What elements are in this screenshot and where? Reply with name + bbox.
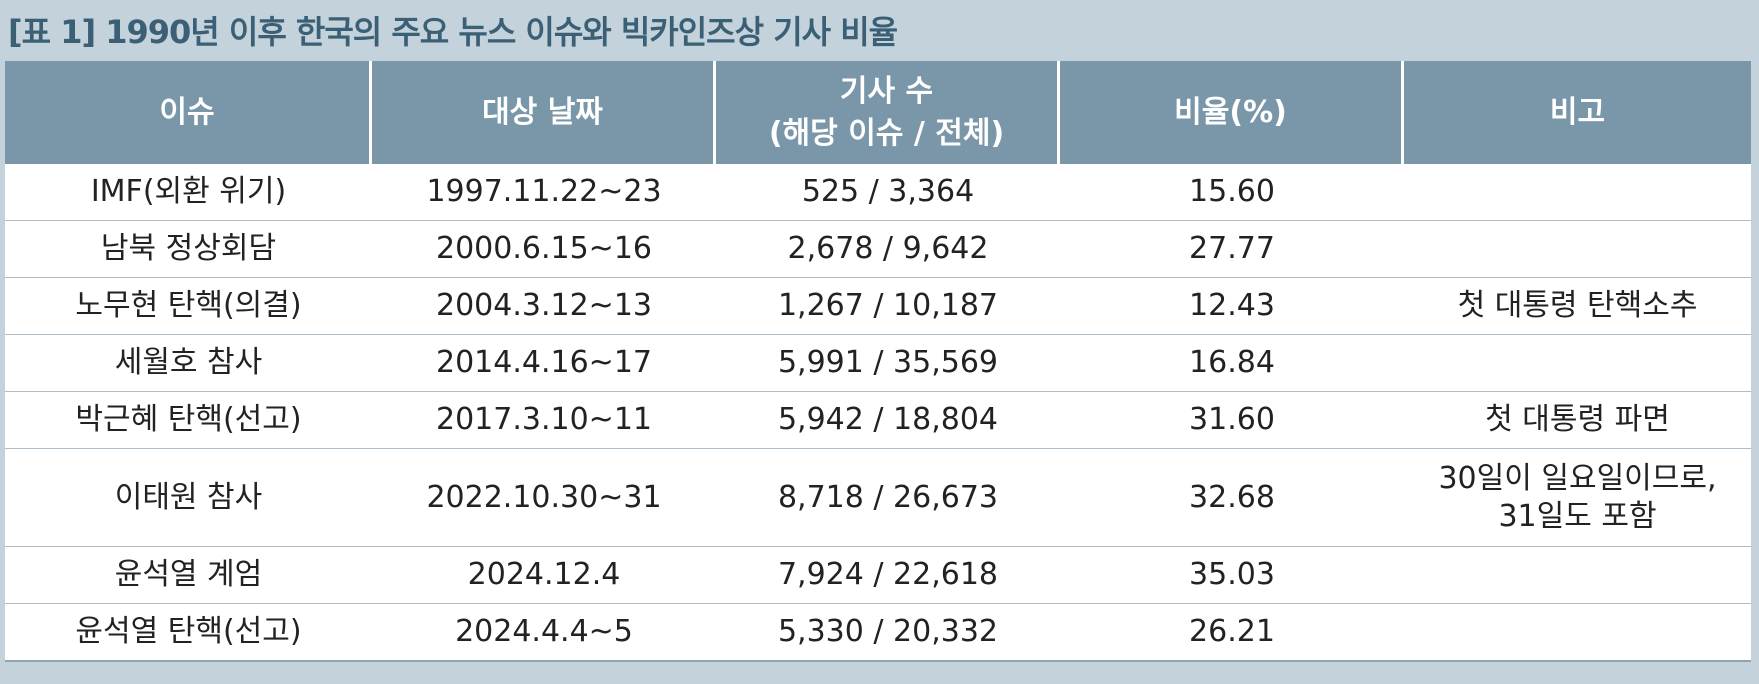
cell-note bbox=[1404, 604, 1751, 662]
table-row: 박근혜 탄핵(선고) 2017.3.10~11 5,942 / 18,804 3… bbox=[5, 392, 1751, 449]
cell-note-line1: 첫 대통령 탄핵소추 bbox=[1457, 288, 1698, 323]
cell-issue: 박근혜 탄핵(선고) bbox=[5, 392, 372, 449]
cell-note bbox=[1404, 547, 1751, 604]
news-issue-table: 이슈 대상 날짜 기사 수 (해당 이슈 / 전체) 비율(%) 비고 IMF(… bbox=[5, 61, 1751, 662]
cell-ratio: 27.77 bbox=[1060, 221, 1404, 278]
table-row: 세월호 참사 2014.4.16~17 5,991 / 35,569 16.84 bbox=[5, 335, 1751, 392]
cell-article-count: 5,991 / 35,569 bbox=[716, 335, 1060, 392]
header-date: 대상 날짜 bbox=[372, 61, 716, 164]
table-row: 윤석열 계엄 2024.12.4 7,924 / 22,618 35.03 bbox=[5, 547, 1751, 604]
cell-issue: 윤석열 탄핵(선고) bbox=[5, 604, 372, 662]
cell-note-line1: 30일이 일요일이므로, bbox=[1438, 460, 1717, 496]
cell-date: 2024.4.4~5 bbox=[372, 604, 716, 662]
cell-date: 2004.3.12~13 bbox=[372, 278, 716, 335]
cell-issue: 세월호 참사 bbox=[5, 335, 372, 392]
cell-date: 2024.12.4 bbox=[372, 547, 716, 604]
table-row: 남북 정상회담 2000.6.15~16 2,678 / 9,642 27.77 bbox=[5, 221, 1751, 278]
cell-article-count: 5,330 / 20,332 bbox=[716, 604, 1060, 662]
table-title: [표 1] 1990년 이후 한국의 주요 뉴스 이슈와 빅카인즈상 기사 비율 bbox=[8, 13, 898, 51]
cell-note: 30일이 일요일이므로, 31일도 포함 bbox=[1404, 449, 1751, 547]
cell-ratio: 35.03 bbox=[1060, 547, 1404, 604]
cell-article-count: 5,942 / 18,804 bbox=[716, 392, 1060, 449]
table-row: 윤석열 탄핵(선고) 2024.4.4~5 5,330 / 20,332 26.… bbox=[5, 604, 1751, 662]
header-row: 이슈 대상 날짜 기사 수 (해당 이슈 / 전체) 비율(%) 비고 bbox=[5, 61, 1751, 164]
cell-article-count: 525 / 3,364 bbox=[716, 164, 1060, 221]
cell-ratio: 26.21 bbox=[1060, 604, 1404, 662]
cell-ratio: 32.68 bbox=[1060, 449, 1404, 547]
cell-issue: 이태원 참사 bbox=[5, 449, 372, 547]
table-row: IMF(외환 위기) 1997.11.22~23 525 / 3,364 15.… bbox=[5, 164, 1751, 221]
header-article-count-line1: 기사 수 bbox=[839, 73, 934, 109]
cell-date: 2017.3.10~11 bbox=[372, 392, 716, 449]
cell-issue: 노무현 탄핵(의결) bbox=[5, 278, 372, 335]
table-row: 이태원 참사 2022.10.30~31 8,718 / 26,673 32.6… bbox=[5, 449, 1751, 547]
cell-article-count: 2,678 / 9,642 bbox=[716, 221, 1060, 278]
cell-article-count: 7,924 / 22,618 bbox=[716, 547, 1060, 604]
cell-note: 첫 대통령 탄핵소추 bbox=[1404, 278, 1751, 335]
cell-note: 첫 대통령 파면 bbox=[1404, 392, 1751, 449]
cell-note bbox=[1404, 221, 1751, 278]
cell-date: 2000.6.15~16 bbox=[372, 221, 716, 278]
cell-ratio: 16.84 bbox=[1060, 335, 1404, 392]
cell-issue: 윤석열 계엄 bbox=[5, 547, 372, 604]
table-row: 노무현 탄핵(의결) 2004.3.12~13 1,267 / 10,187 1… bbox=[5, 278, 1751, 335]
header-article-count-line2: (해당 이슈 / 전체) bbox=[768, 115, 1005, 151]
cell-ratio: 31.60 bbox=[1060, 392, 1404, 449]
cell-date: 1997.11.22~23 bbox=[372, 164, 716, 221]
cell-date: 2022.10.30~31 bbox=[372, 449, 716, 547]
cell-article-count: 8,718 / 26,673 bbox=[716, 449, 1060, 547]
cell-note-line2: 31일도 포함 bbox=[1498, 498, 1657, 534]
cell-issue: IMF(외환 위기) bbox=[5, 164, 372, 221]
header-issue: 이슈 bbox=[5, 61, 372, 164]
header-ratio: 비율(%) bbox=[1060, 61, 1404, 164]
cell-note-line1: 첫 대통령 파면 bbox=[1485, 402, 1670, 437]
cell-note bbox=[1404, 335, 1751, 392]
cell-issue: 남북 정상회담 bbox=[5, 221, 372, 278]
cell-article-count: 1,267 / 10,187 bbox=[716, 278, 1060, 335]
cell-ratio: 15.60 bbox=[1060, 164, 1404, 221]
header-note: 비고 bbox=[1404, 61, 1751, 164]
header-article-count: 기사 수 (해당 이슈 / 전체) bbox=[716, 61, 1060, 164]
cell-ratio: 12.43 bbox=[1060, 278, 1404, 335]
cell-note bbox=[1404, 164, 1751, 221]
cell-date: 2014.4.16~17 bbox=[372, 335, 716, 392]
